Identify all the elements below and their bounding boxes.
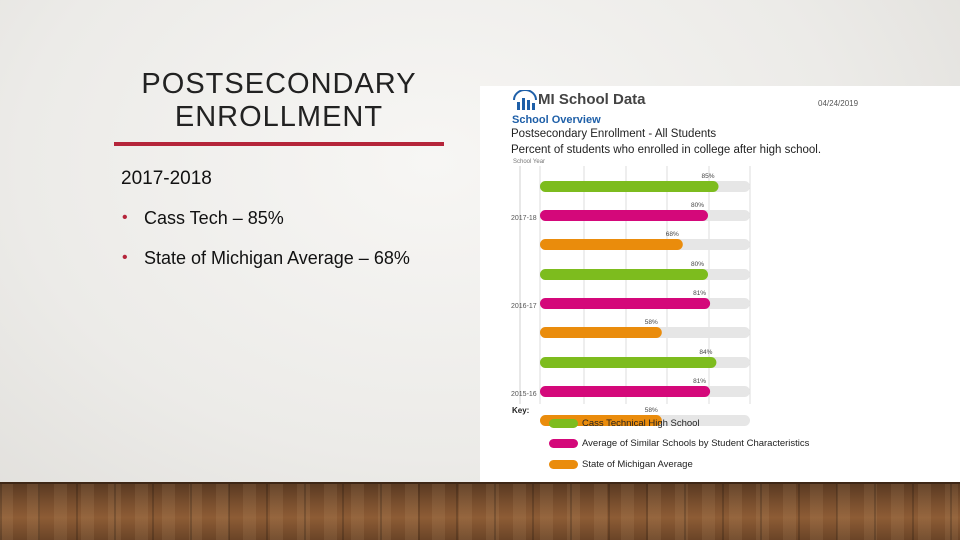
category-label: 2016-17 bbox=[511, 303, 537, 310]
bar-value-label: 68% bbox=[666, 231, 679, 238]
category-label: 2017-18 bbox=[511, 215, 537, 222]
mi-school-data-panel: MI School Data 04/24/2019 School Overvie… bbox=[480, 86, 960, 482]
bar-value-label: 81% bbox=[693, 290, 706, 297]
bullet-item: • Cass Tech – 85% bbox=[120, 204, 420, 232]
bar-value-label: 80% bbox=[691, 202, 704, 209]
bullet-item: • State of Michigan Average – 68% bbox=[120, 244, 420, 272]
bullet-text: State of Michigan Average – 68% bbox=[144, 248, 410, 268]
legend-key-label: Key: bbox=[512, 406, 530, 415]
axis-caption: School Year bbox=[513, 159, 546, 165]
bar bbox=[540, 357, 717, 368]
bar-value-label: 84% bbox=[699, 349, 712, 356]
category-label: 2015-16 bbox=[511, 391, 537, 398]
legend-label: Average of Similar Schools by Student Ch… bbox=[582, 438, 810, 449]
logo-text: MI School Data bbox=[538, 91, 646, 108]
bullet-text: Cass Tech – 85% bbox=[144, 208, 284, 228]
slide-title-line1: POSTSECONDARY bbox=[141, 68, 417, 100]
bar-value-label: 81% bbox=[693, 378, 706, 385]
enrollment-bar-chart: 85% 80% 68% 2017-18 80% 81% 58% 2016-17 84% 81% 58… bbox=[511, 166, 751, 426]
bullet-dot-icon: • bbox=[122, 249, 128, 266]
legend-label: State of Michigan Average bbox=[582, 459, 693, 470]
slide-title-line2: ENROLLMENT bbox=[174, 101, 384, 133]
bar-value-label: 80% bbox=[691, 261, 704, 268]
bar-chart-logo-icon bbox=[513, 90, 537, 110]
bar-value-label: 85% bbox=[701, 173, 714, 180]
legend-swatch bbox=[549, 439, 578, 448]
legend-label: Cass Technical High School bbox=[582, 418, 700, 429]
bar bbox=[540, 269, 708, 280]
slide-title: POSTSECONDARY ENROLLMENT bbox=[112, 68, 446, 134]
wood-floor bbox=[0, 482, 960, 540]
school-year-heading: 2017-2018 bbox=[121, 168, 212, 189]
bar-value-label: 58% bbox=[645, 407, 658, 414]
bar bbox=[540, 386, 711, 397]
bar bbox=[540, 327, 662, 338]
overview-title: School Overview bbox=[512, 114, 601, 126]
legend-swatch bbox=[549, 419, 578, 428]
legend-swatch bbox=[549, 460, 578, 469]
bar-value-label: 58% bbox=[645, 319, 658, 326]
report-date: 04/24/2019 bbox=[818, 99, 859, 108]
bar bbox=[540, 210, 708, 221]
title-underline bbox=[114, 142, 444, 146]
bar bbox=[540, 239, 683, 250]
bar bbox=[540, 181, 719, 192]
bullet-list: • Cass Tech – 85% • State of Michigan Aver… bbox=[120, 204, 420, 284]
bullet-dot-icon: • bbox=[122, 209, 128, 226]
chart-subtitle: Percent of students who enrolled in coll… bbox=[511, 144, 822, 156]
bar bbox=[540, 298, 711, 309]
chart-title: Postsecondary Enrollment - All Students bbox=[511, 128, 717, 140]
